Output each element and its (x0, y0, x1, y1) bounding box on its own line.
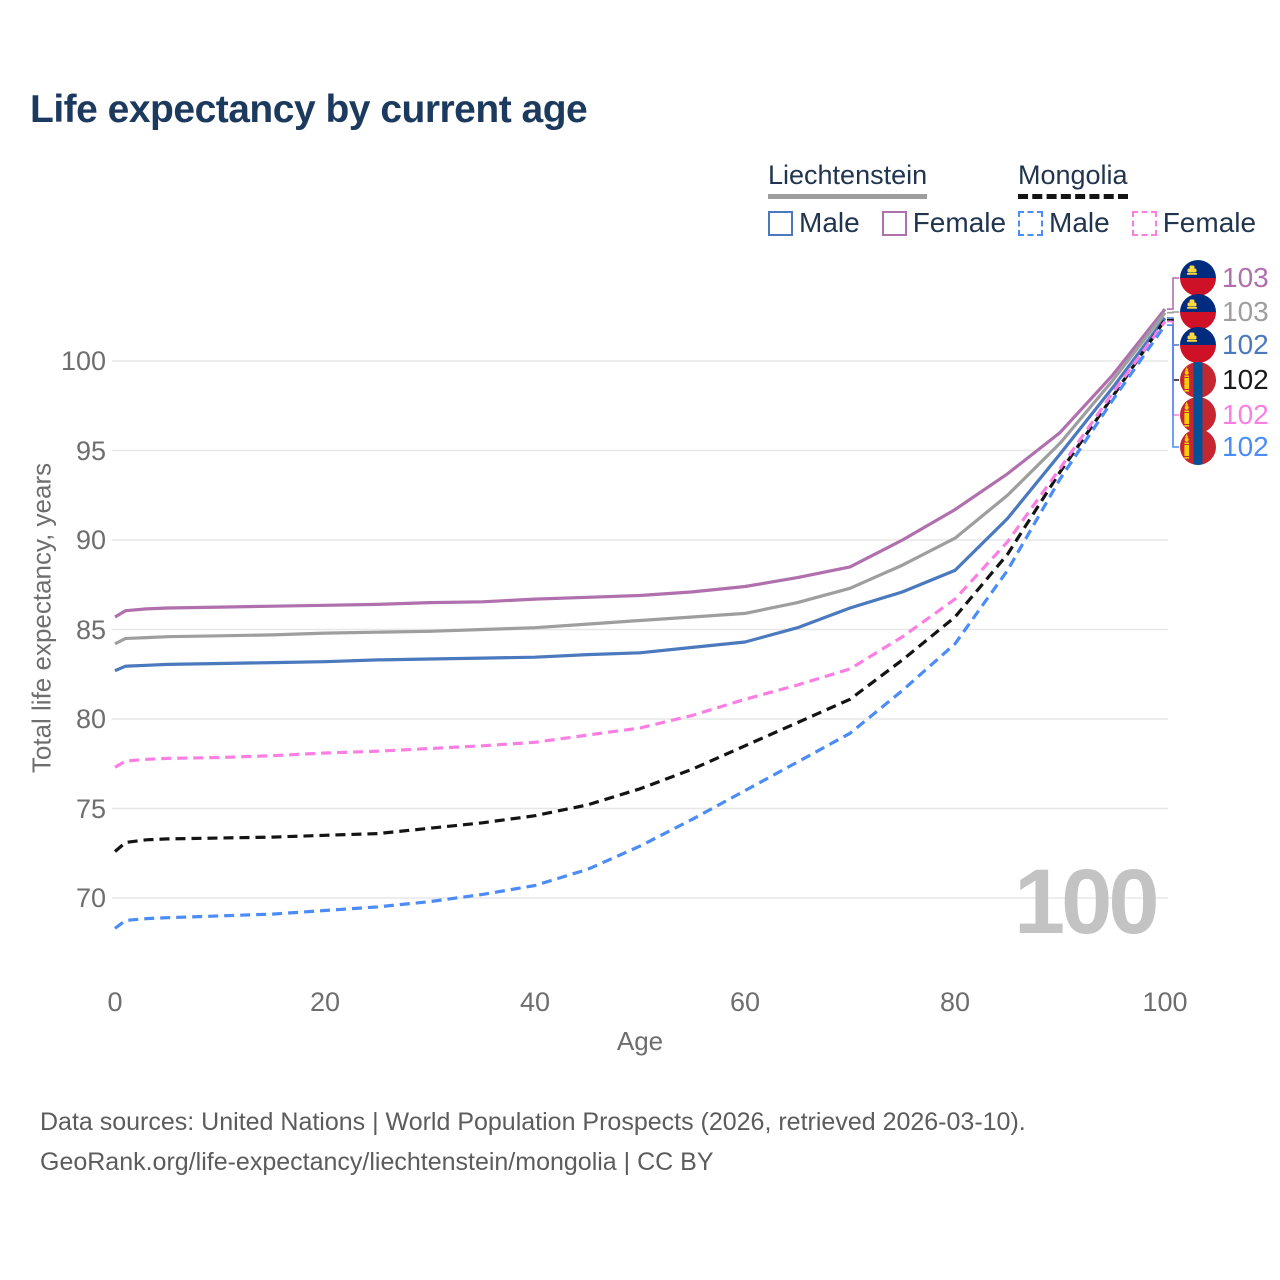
end-label-liechtenstein-female: 103 (1180, 260, 1269, 296)
legend-item-liechtenstein-male[interactable]: Male (768, 207, 860, 239)
legend-item-label: Male (1049, 207, 1110, 238)
legend-items: Male Female (1018, 207, 1278, 239)
page-title: Life expectancy by current age (30, 88, 588, 131)
end-label-value: 102 (1222, 329, 1269, 360)
x-tick-0: 0 (107, 987, 123, 1017)
x-axis-title: Age (616, 1026, 664, 1056)
y-tick-75: 75 (75, 793, 106, 824)
y-tick-70: 70 (75, 883, 106, 913)
y-tick-85: 85 (75, 614, 106, 645)
end-label-value: 103 (1222, 296, 1269, 327)
line-mongolia-both-sexes (113, 318, 1167, 853)
end-label-value: 102 (1222, 431, 1269, 462)
end-label-mongolia-both-sexes: 102 (1180, 362, 1269, 398)
y-tick-80: 80 (75, 704, 106, 734)
legend-swatch-icon (1018, 210, 1043, 236)
end-label-value: 103 (1222, 262, 1269, 293)
legend-item-mongolia-female[interactable]: Female (1131, 207, 1257, 239)
legend-group-mongolia: Mongolia Male Female (1018, 160, 1278, 239)
x-tick-40: 40 (519, 987, 551, 1017)
footer-attribution: GeoRank.org/life-expectancy/liechtenstei… (40, 1148, 714, 1176)
mongolia-flag-icon (1180, 429, 1216, 465)
x-tick-60: 60 (729, 987, 761, 1017)
legend-country-mongolia[interactable]: Mongolia (1018, 160, 1128, 199)
mongolia-flag-icon (1180, 397, 1216, 433)
mongolia-flag-icon (1180, 362, 1216, 398)
legend-swatch-icon (768, 210, 793, 236)
y-tick-100: 100 (60, 346, 106, 376)
legend-item-label: Male (799, 207, 860, 238)
end-label-mongolia-female: 102 (1180, 397, 1269, 433)
x-tick-20: 20 (309, 987, 341, 1017)
legend-item-label: Female (1162, 207, 1257, 238)
end-label-connector (1167, 324, 1179, 448)
y-tick-95: 95 (75, 435, 106, 466)
end-label-liechtenstein-both-sexes: 103 (1180, 294, 1269, 330)
end-label-mongolia-male: 102 (1180, 429, 1269, 465)
legend-group-liechtenstein: Liechtenstein Male Female (768, 160, 1028, 239)
legend-item-liechtenstein-female[interactable]: Female (881, 207, 1007, 239)
line-liechtenstein-female (114, 308, 1167, 619)
liechtenstein-flag-icon (1180, 327, 1216, 363)
x-tick-100: 100 (1142, 987, 1188, 1017)
line-mongolia-female (114, 320, 1167, 769)
series-lines (113, 277, 1179, 930)
legend-swatch-icon (881, 210, 907, 236)
line-liechtenstein-male (114, 317, 1167, 673)
age-watermark: 100 (1014, 851, 1160, 953)
legend-swatch-icon (1131, 210, 1157, 236)
end-label-connector (1167, 277, 1179, 310)
y-tick-90: 90 (75, 525, 106, 555)
footer-data-sources: Data sources: United Nations | World Pop… (40, 1108, 1026, 1136)
end-label-connector (1167, 311, 1179, 314)
x-tick-80: 80 (939, 987, 971, 1017)
end-label-liechtenstein-male: 102 (1180, 327, 1269, 363)
end-label-value: 102 (1222, 364, 1269, 395)
liechtenstein-flag-icon (1180, 260, 1216, 296)
legend-items: Male Female (768, 207, 1028, 239)
liechtenstein-flag-icon (1180, 294, 1216, 330)
end-label-value: 102 (1222, 399, 1269, 430)
gridlines (112, 360, 1168, 899)
legend-country-liechtenstein[interactable]: Liechtenstein (768, 160, 928, 199)
legend-item-label: Female (912, 207, 1007, 238)
line-liechtenstein-both-sexes (114, 311, 1167, 646)
legend-item-mongolia-male[interactable]: Male (1018, 207, 1110, 239)
